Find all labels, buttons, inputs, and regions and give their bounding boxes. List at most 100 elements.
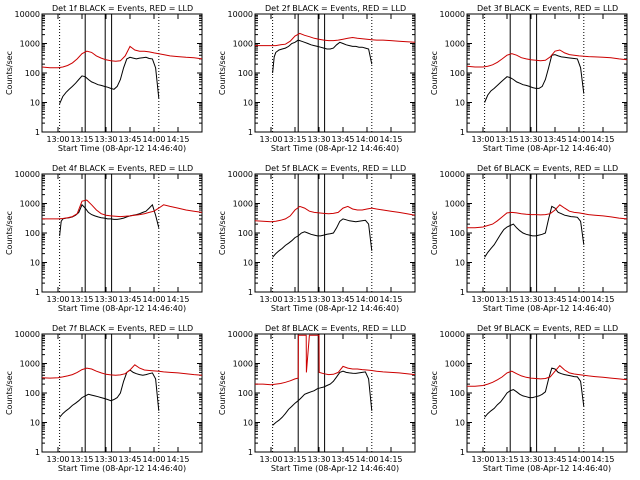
panel-4-frame bbox=[41, 173, 203, 293]
panel-8-xtick-label: 13:15 bbox=[283, 455, 306, 464]
panel-3-xtick-label: 13:45 bbox=[543, 135, 566, 144]
panel-7: Det 7f BLACK = Events, RED = LLD 1 10 100 10… bbox=[5, 324, 203, 473]
panel-2-frame bbox=[254, 13, 416, 133]
panel-7-xtick-label: 13:45 bbox=[118, 455, 141, 464]
panel-3-series-events bbox=[484, 54, 585, 103]
panel-5-xtick-label: 13:30 bbox=[307, 295, 330, 304]
panel-1-series-events bbox=[59, 56, 160, 105]
panel-3-xtick-label: 13:15 bbox=[495, 135, 518, 144]
panel-5: Det 5f BLACK = Events, RED = LLD 1 10 100 10… bbox=[218, 164, 416, 313]
panel-6-ylabel: Counts/sec bbox=[430, 211, 439, 255]
panel-5-frame bbox=[254, 173, 416, 293]
panel-4-title: Det 4f BLACK = Events, RED = LLD bbox=[52, 164, 193, 173]
panel-6-series-events bbox=[484, 205, 585, 258]
panel-5-xtick-label: 14:15 bbox=[379, 295, 402, 304]
panel-2-ytick-label: 1 bbox=[248, 128, 253, 137]
panel-2-xtick-label: 14:00 bbox=[355, 135, 378, 144]
panel-8-ytick-label: 10 bbox=[243, 419, 253, 428]
panel-5-series-events bbox=[272, 218, 373, 258]
panel-1-ytick-label: 10000 bbox=[15, 10, 40, 19]
panel-3-title: Det 3f BLACK = Events, RED = LLD bbox=[477, 4, 618, 13]
panel-3-xtick-label: 13:30 bbox=[519, 135, 542, 144]
panel-1-xtick-label: 13:15 bbox=[70, 135, 93, 144]
panel-6-ytick-label: 10000 bbox=[440, 170, 465, 179]
panel-7-ytick-label: 10 bbox=[30, 419, 40, 428]
panel-2-xlabel: Start Time (08-Apr-12 14:46:40) bbox=[271, 144, 399, 153]
panel-1-xtick-label: 13:45 bbox=[118, 135, 141, 144]
panel-3-ytick-label: 1000 bbox=[445, 40, 465, 49]
panel-1-ytick-label: 10 bbox=[30, 99, 40, 108]
panel-1-title: Det 1f BLACK = Events, RED = LLD bbox=[52, 4, 193, 13]
panel-7-xtick-label: 13:30 bbox=[94, 455, 117, 464]
panel-5-xlabel: Start Time (08-Apr-12 14:46:40) bbox=[271, 304, 399, 313]
panel-9-frame bbox=[466, 333, 628, 453]
panel-3-ylabel: Counts/sec bbox=[430, 51, 439, 95]
panel-3-ytick-label: 100 bbox=[450, 69, 465, 78]
panel-6-frame bbox=[466, 173, 628, 293]
panel-3-xtick-label: 13:00 bbox=[471, 135, 494, 144]
panel-4-xtick-label: 14:00 bbox=[142, 295, 165, 304]
panel-4-xtick-label: 13:45 bbox=[118, 295, 141, 304]
panel-6-xtick-label: 13:45 bbox=[543, 295, 566, 304]
panel-7-xlabel: Start Time (08-Apr-12 14:46:40) bbox=[58, 464, 186, 473]
panel-9-ytick-label: 100 bbox=[450, 389, 465, 398]
panel-7-ytick-label: 1000 bbox=[20, 360, 40, 369]
panel-1-xtick-label: 14:00 bbox=[142, 135, 165, 144]
panel-9-xtick-label: 13:15 bbox=[495, 455, 518, 464]
panel-3-xtick-label: 14:15 bbox=[591, 135, 614, 144]
panel-7-ytick-label: 10000 bbox=[15, 330, 40, 339]
panel-5-xtick-label: 13:00 bbox=[259, 295, 282, 304]
panel-5-xtick-label: 14:00 bbox=[355, 295, 378, 304]
panel-3-series-lld bbox=[466, 49, 628, 68]
panel-1-ytick-label: 1000 bbox=[20, 40, 40, 49]
panel-3-xtick-label: 14:00 bbox=[567, 135, 590, 144]
panel-1-ytick-label: 1 bbox=[35, 128, 40, 137]
panel-9-xtick-label: 14:15 bbox=[591, 455, 614, 464]
panel-7-ylabel: Counts/sec bbox=[5, 371, 14, 415]
panel-8-series-lld bbox=[255, 334, 416, 386]
panel-9-ytick-label: 1 bbox=[460, 448, 465, 457]
panel-6-ytick-label: 1000 bbox=[445, 200, 465, 209]
panel-7-xtick-label: 14:15 bbox=[166, 455, 189, 464]
panel-1-xtick-label: 13:00 bbox=[46, 135, 69, 144]
panel-9-series-lld bbox=[467, 364, 628, 387]
panel-3-xlabel: Start Time (08-Apr-12 14:46:40) bbox=[483, 144, 611, 153]
panel-9-xtick-label: 13:30 bbox=[519, 455, 542, 464]
panel-7-xtick-label: 14:00 bbox=[142, 455, 165, 464]
panel-1: Det 1f BLACK = Events, RED = LLD 1 10 100 10… bbox=[5, 4, 203, 153]
panel-5-xtick-label: 13:15 bbox=[283, 295, 306, 304]
panel-4-xtick-label: 14:15 bbox=[166, 295, 189, 304]
panel-8-xtick-label: 13:45 bbox=[331, 455, 354, 464]
panel-9-xtick-label: 13:45 bbox=[543, 455, 566, 464]
panel-9-ytick-label: 10 bbox=[455, 419, 465, 428]
panel-6-xtick-label: 14:15 bbox=[591, 295, 614, 304]
panel-1-ylabel: Counts/sec bbox=[5, 51, 14, 95]
panel-8-xtick-label: 14:15 bbox=[379, 455, 402, 464]
panel-5-ytick-label: 1000 bbox=[233, 200, 253, 209]
panel-5-ytick-label: 1 bbox=[248, 288, 253, 297]
panel-9: Det 9f BLACK = Events, RED = LLD 1 10 100 10… bbox=[430, 324, 628, 473]
panel-5-ytick-label: 10 bbox=[243, 259, 253, 268]
panel-3-ytick-label: 10000 bbox=[440, 10, 465, 19]
panel-3-ytick-label: 10 bbox=[455, 99, 465, 108]
panel-2-series-lld bbox=[255, 32, 416, 47]
panel-1-xtick-label: 13:30 bbox=[94, 135, 117, 144]
panel-1-series-lld bbox=[41, 45, 203, 69]
panel-7-xtick-label: 13:15 bbox=[70, 455, 93, 464]
panel-5-xtick-label: 13:45 bbox=[331, 295, 354, 304]
panel-1-ytick-label: 100 bbox=[25, 69, 40, 78]
panel-4-series-lld bbox=[42, 199, 203, 220]
panel-7-frame bbox=[41, 333, 203, 453]
panel-6-xtick-label: 13:30 bbox=[519, 295, 542, 304]
panel-4-xtick-label: 13:15 bbox=[70, 295, 93, 304]
panel-2-ytick-label: 10000 bbox=[228, 10, 253, 19]
panel-4-ytick-label: 10 bbox=[30, 259, 40, 268]
panel-6-ytick-label: 10 bbox=[455, 259, 465, 268]
panel-9-xtick-label: 13:00 bbox=[471, 455, 494, 464]
panel-8-xtick-label: 13:30 bbox=[307, 455, 330, 464]
panel-6-xtick-label: 13:00 bbox=[471, 295, 494, 304]
panel-2-ytick-label: 1000 bbox=[233, 40, 253, 49]
panel-7-xtick-label: 13:00 bbox=[46, 455, 69, 464]
panel-4-xtick-label: 13:00 bbox=[46, 295, 69, 304]
